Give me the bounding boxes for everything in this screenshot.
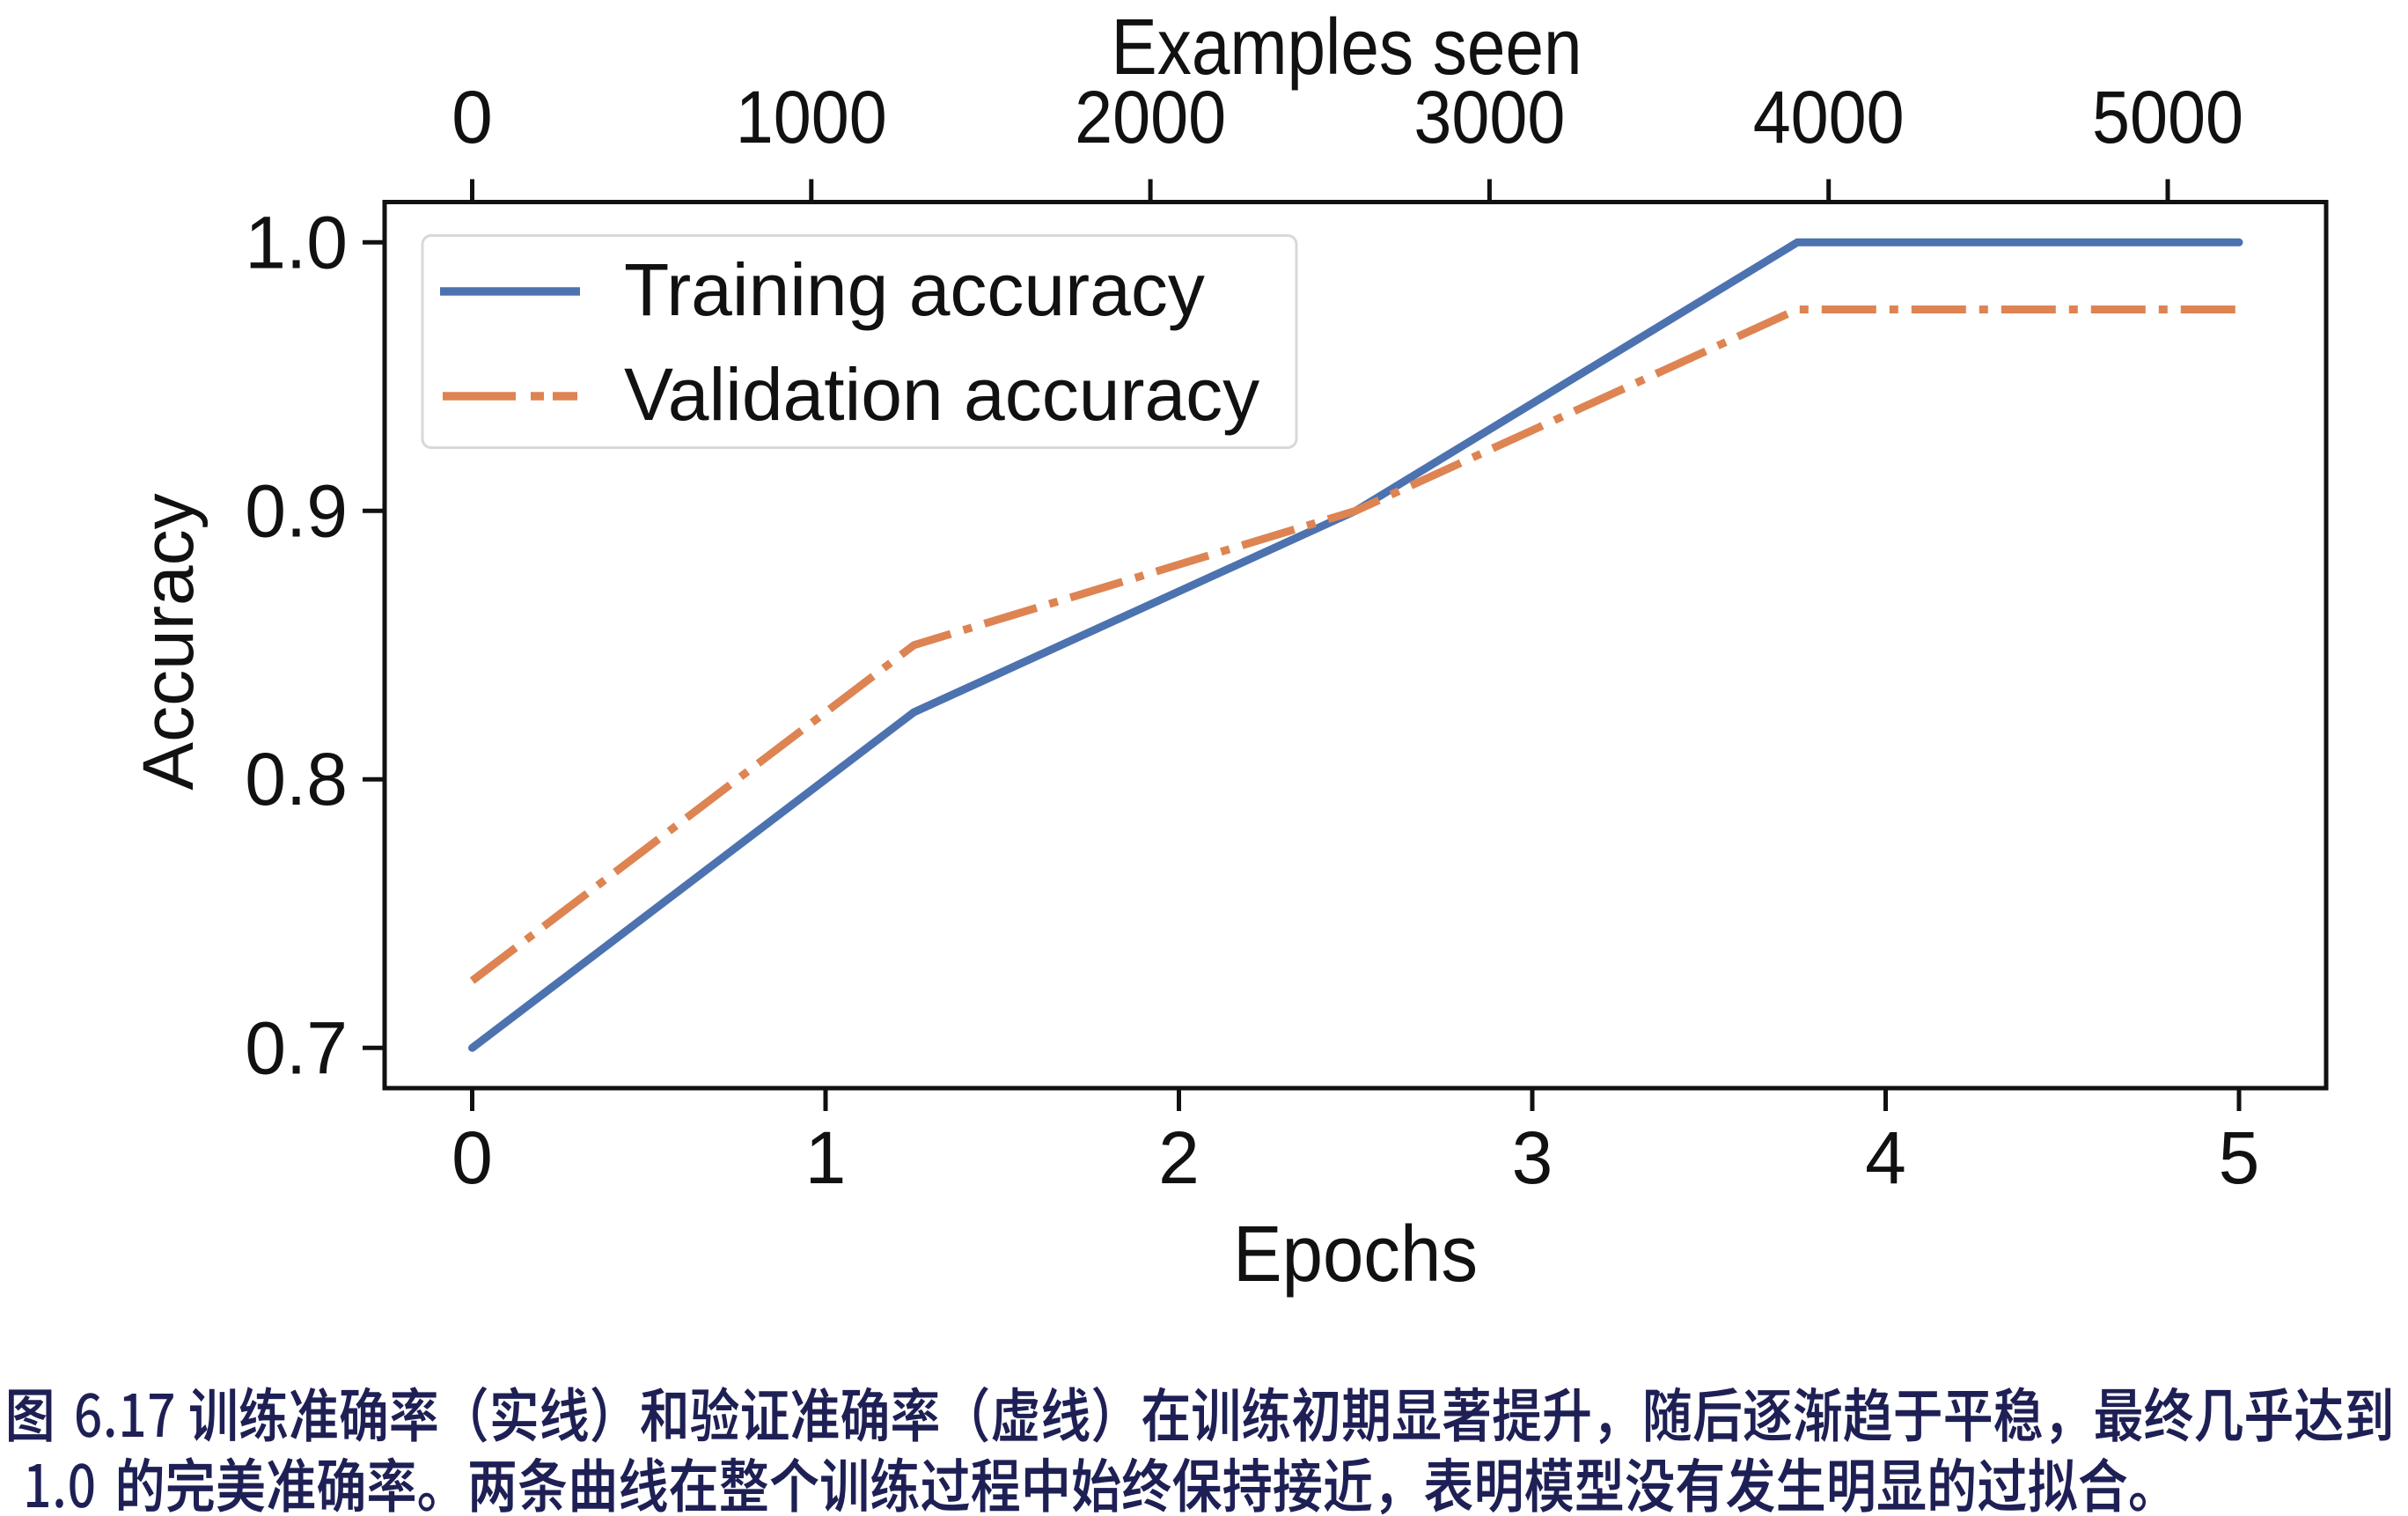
- svg-text:0: 0: [452, 1116, 493, 1199]
- svg-text:2: 2: [1158, 1116, 1200, 1199]
- svg-text:Training accuracy: Training accuracy: [624, 248, 1205, 331]
- svg-text:0.9: 0.9: [245, 469, 348, 552]
- svg-text:3: 3: [1512, 1116, 1553, 1199]
- svg-text:Accuracy: Accuracy: [128, 493, 209, 790]
- svg-text:5: 5: [2219, 1116, 2260, 1199]
- svg-text:0: 0: [452, 76, 493, 158]
- svg-text:1.0: 1.0: [245, 201, 348, 283]
- svg-text:1: 1: [805, 1116, 847, 1199]
- svg-text:4: 4: [1865, 1116, 1906, 1199]
- svg-text:0.7: 0.7: [245, 1006, 348, 1089]
- svg-text:4000: 4000: [1753, 76, 1905, 158]
- svg-text:Validation accuracy: Validation accuracy: [624, 353, 1259, 436]
- svg-text:2000: 2000: [1075, 76, 1226, 158]
- svg-text:1000: 1000: [736, 76, 887, 158]
- svg-text:Epochs: Epochs: [1233, 1211, 1478, 1299]
- svg-text:0.8: 0.8: [245, 738, 348, 821]
- svg-text:5000: 5000: [2092, 76, 2243, 158]
- svg-text:Examples seen: Examples seen: [1112, 4, 1582, 92]
- svg-text:3000: 3000: [1413, 76, 1565, 158]
